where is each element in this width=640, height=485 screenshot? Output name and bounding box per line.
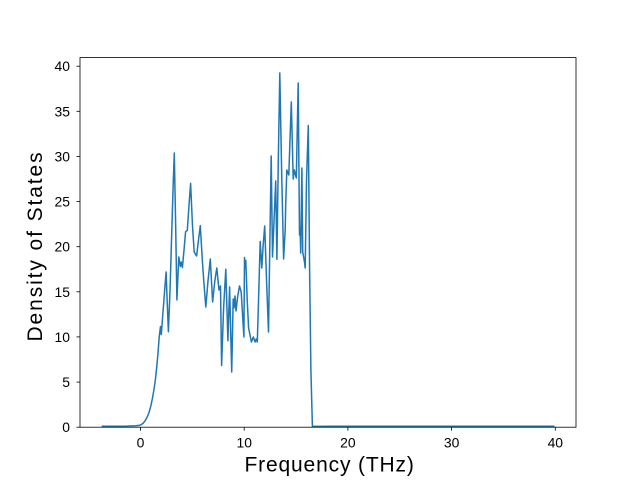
svg-text:Density of States: Density of States xyxy=(24,150,47,341)
svg-text:0: 0 xyxy=(62,419,70,435)
svg-text:0: 0 xyxy=(137,435,145,451)
svg-text:25: 25 xyxy=(55,194,71,210)
svg-text:10: 10 xyxy=(236,435,252,451)
svg-text:20: 20 xyxy=(340,435,356,451)
svg-text:10: 10 xyxy=(55,329,71,345)
svg-text:40: 40 xyxy=(548,435,564,451)
svg-text:Frequency (THz): Frequency (THz) xyxy=(244,453,414,476)
svg-text:30: 30 xyxy=(55,148,71,164)
svg-text:35: 35 xyxy=(55,103,71,119)
svg-text:5: 5 xyxy=(62,374,70,390)
svg-text:15: 15 xyxy=(55,284,71,300)
svg-text:40: 40 xyxy=(55,58,71,74)
svg-text:20: 20 xyxy=(55,239,71,255)
svg-text:30: 30 xyxy=(444,435,460,451)
